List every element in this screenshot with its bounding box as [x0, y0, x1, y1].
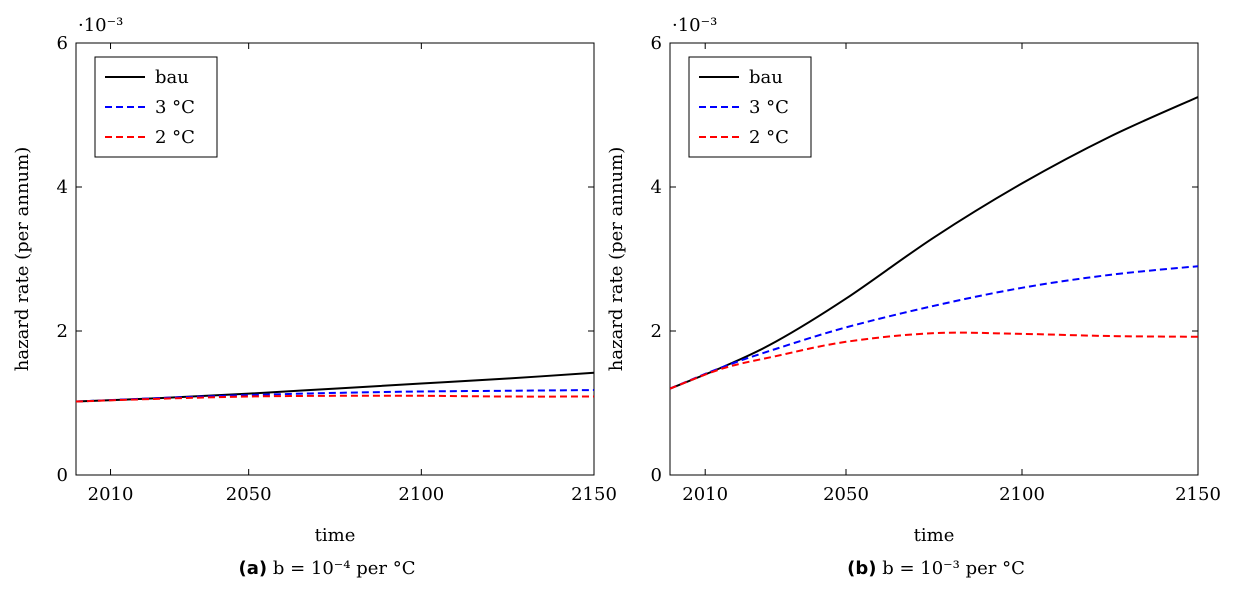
y-tick-label: 4	[57, 177, 68, 198]
series-line-2c	[76, 394, 594, 403]
y-tick-label: 0	[57, 465, 68, 486]
x-tick-label: 2050	[226, 484, 272, 505]
y-multiplier-label: ·10⁻³	[672, 15, 717, 36]
x-tick-label: 2150	[1175, 484, 1221, 505]
y-tick-label: 4	[651, 177, 662, 198]
legend-label-2c: 2 °C	[749, 127, 789, 148]
legend-label-bau: bau	[155, 67, 189, 88]
x-axis-label: time	[315, 525, 356, 546]
caption-a-tag: (a)	[238, 558, 268, 579]
y-axis-label: hazard rate (per annum)	[606, 147, 627, 371]
caption-b: (b) b = 10⁻³ per °C	[847, 558, 1025, 579]
legend-box	[94, 56, 218, 158]
legend: bau 3 °C 2 °C	[688, 56, 812, 158]
chart-panel-a: 0 2 4 6 2010 2050 2100 2150 ·10⁻³ time hazard rate…	[12, 15, 617, 546]
y-axis-label: hazard rate (per annum)	[12, 147, 33, 371]
chart-panel-b: 0 2 4 6 2010 2050 2100 2150 ·10⁻³ time hazard rate…	[606, 15, 1221, 546]
plot-frame	[75, 42, 595, 476]
y-multiplier-label: ·10⁻³	[78, 15, 123, 36]
y-tick-label: 6	[651, 33, 662, 54]
series-line-3c	[76, 389, 594, 403]
caption-b-text: b = 10⁻³ per °C	[882, 558, 1025, 579]
legend-label-bau: bau	[749, 67, 783, 88]
series-line-bau	[670, 96, 1198, 390]
series-line-3c	[670, 265, 1198, 390]
y-tick-label: 0	[651, 465, 662, 486]
plot-frame	[669, 42, 1199, 476]
legend-label-3c: 3 °C	[155, 97, 195, 118]
x-tick-label: 2150	[571, 484, 617, 505]
series-line-bau	[76, 371, 594, 403]
x-tick-label: 2010	[682, 484, 728, 505]
x-tick-label: 2100	[398, 484, 444, 505]
figure: 0 2 4 6 2010 2050 2100 2150 ·10⁻³ time hazard rate…	[12, 15, 1221, 546]
legend-box	[688, 56, 812, 158]
caption-a-text: b = 10⁻⁴ per °C	[272, 558, 416, 579]
x-tick-label: 2010	[88, 484, 134, 505]
caption-b-tag: (b)	[847, 558, 877, 579]
x-tick-label: 2050	[823, 484, 869, 505]
y-tick-label: 2	[57, 321, 68, 342]
caption-a: (a) b = 10⁻⁴ per °C	[238, 558, 415, 579]
x-tick-label: 2100	[999, 484, 1045, 505]
y-tick-label: 6	[57, 33, 68, 54]
y-tick-label: 2	[651, 321, 662, 342]
x-axis-label: time	[914, 525, 955, 546]
legend: bau 3 °C 2 °C	[94, 56, 218, 158]
legend-label-2c: 2 °C	[155, 127, 195, 148]
series-line-2c	[670, 331, 1198, 390]
legend-label-3c: 3 °C	[749, 97, 789, 118]
